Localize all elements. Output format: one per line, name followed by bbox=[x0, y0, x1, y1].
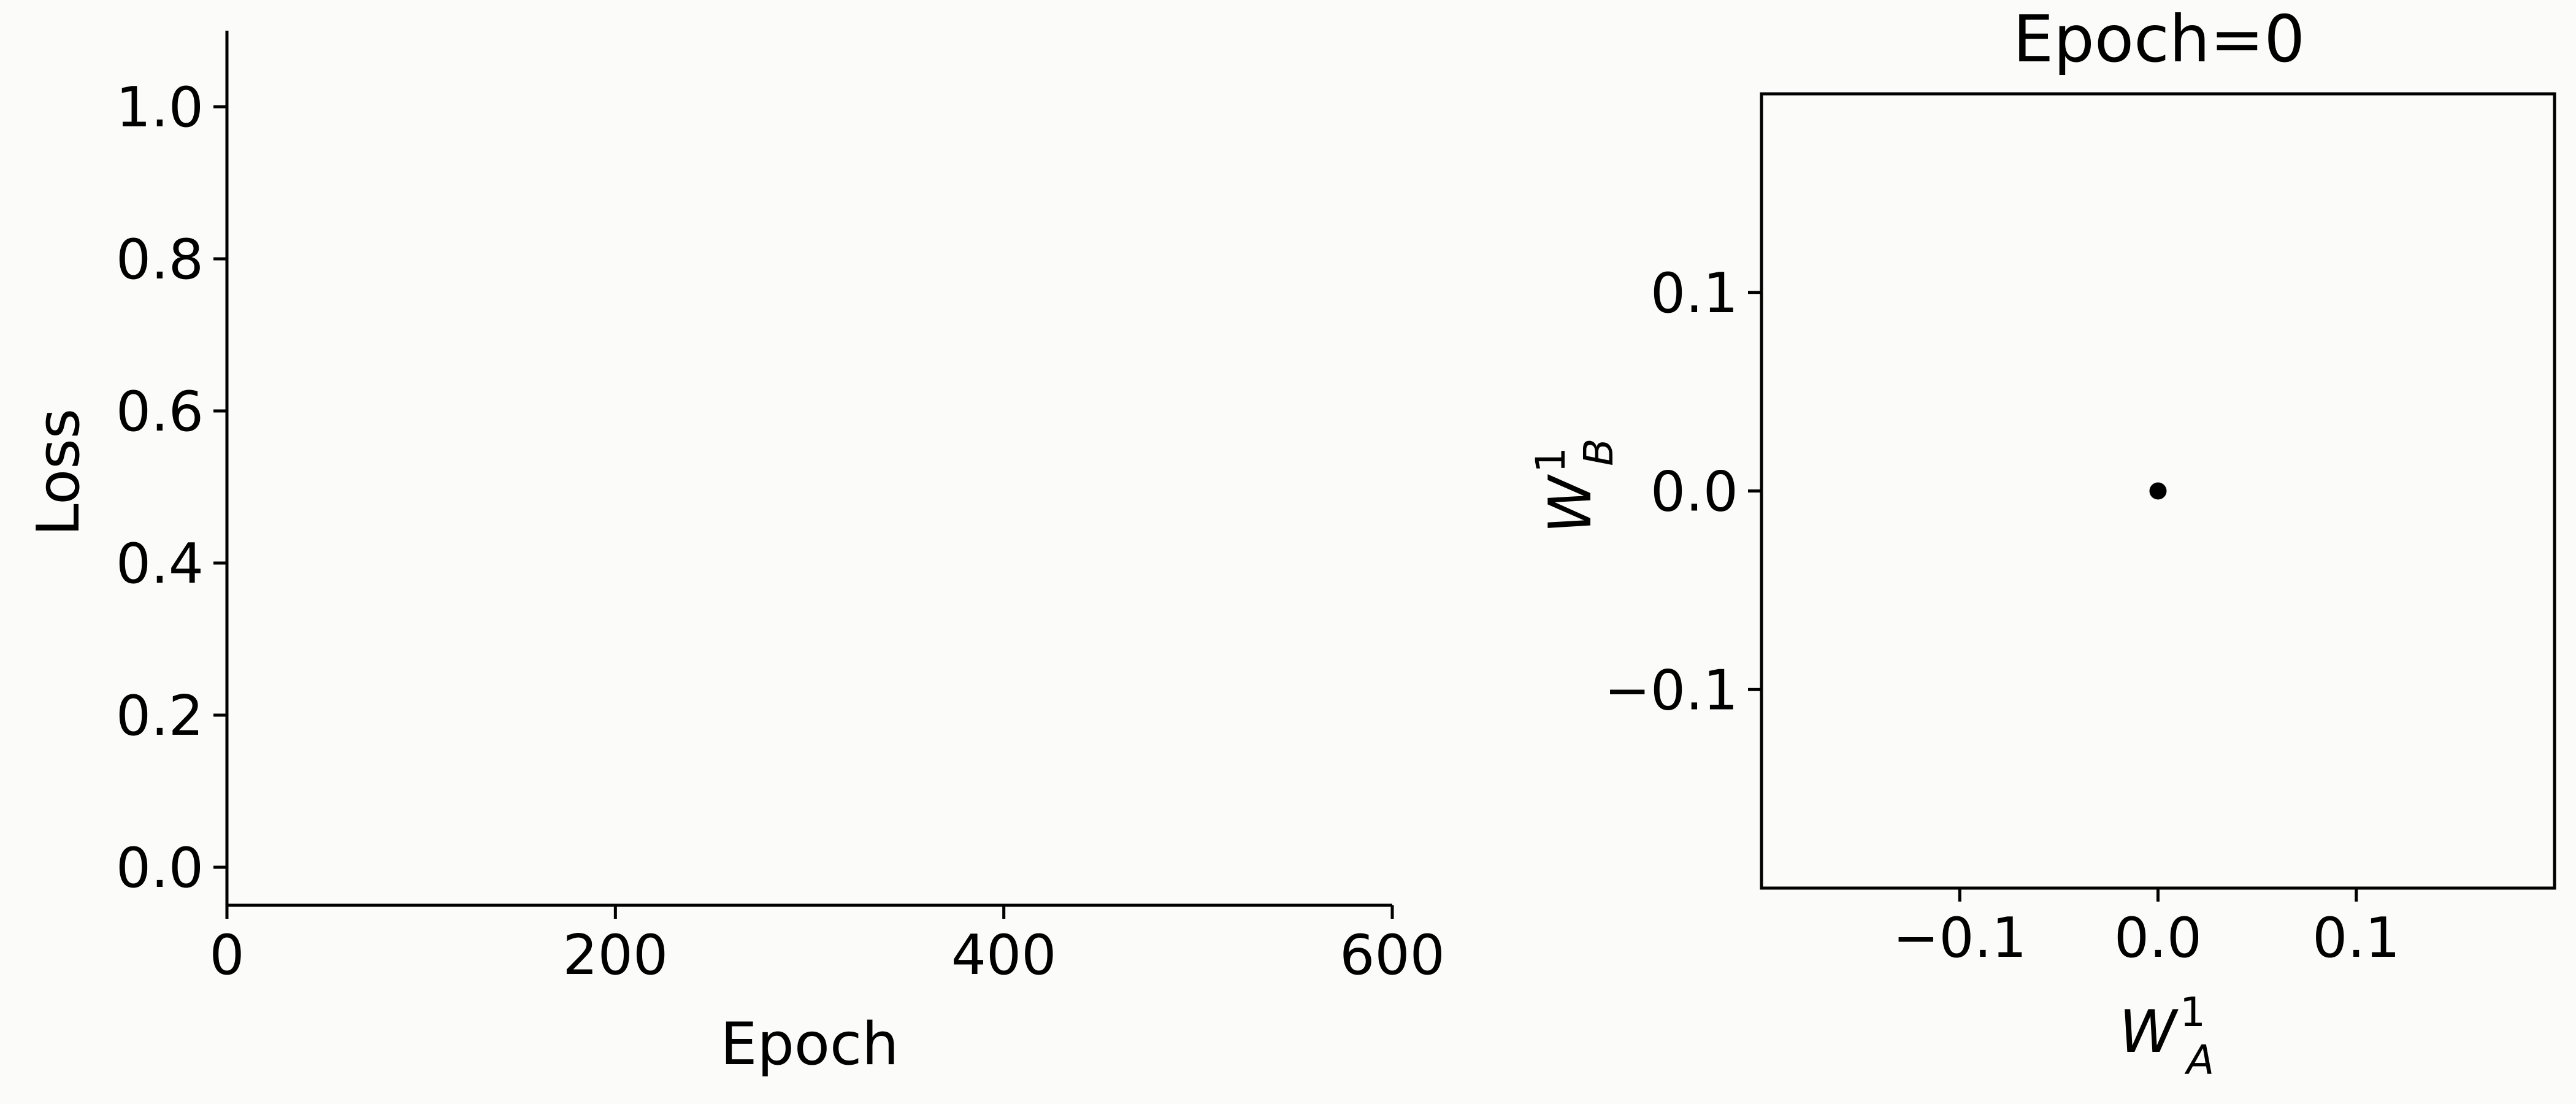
weight-y-axis-label-group: W 1 B bbox=[1527, 439, 1622, 534]
weight-y-tick-label: 0.1 bbox=[1650, 261, 1738, 326]
weight-x-label-base: W bbox=[2119, 999, 2179, 1066]
weight-points bbox=[2149, 482, 2167, 500]
weight-x-ticks: −0.1 0.0 0.1 bbox=[1893, 888, 2400, 970]
loss-x-tick-label: 600 bbox=[1340, 923, 1445, 987]
loss-x-tick-label: 400 bbox=[951, 923, 1057, 987]
weight-y-axis-label: W 1 B bbox=[1527, 439, 1622, 534]
weight-chart-title: Epoch=0 bbox=[2013, 2, 2305, 77]
loss-y-tick-label: 0.8 bbox=[116, 228, 204, 292]
weight-x-tick-label: −0.1 bbox=[1893, 906, 2027, 970]
weight-y-label-sub: B bbox=[1575, 439, 1622, 466]
loss-x-ticks: 0 200 400 600 bbox=[209, 905, 1445, 987]
loss-y-axis-label: Loss bbox=[25, 408, 93, 536]
loss-x-tick-label: 0 bbox=[209, 923, 244, 987]
loss-y-tick-label: 0.0 bbox=[116, 836, 204, 900]
weight-y-label-base: W bbox=[1537, 474, 1604, 534]
weight-point bbox=[2149, 482, 2167, 500]
weight-space-chart: Epoch=0 −0.1 0.0 0.1 −0.1 0.0 0.1 W 1 A W 1 … bbox=[1527, 2, 2556, 1084]
weight-y-label-sup: 1 bbox=[1527, 447, 1574, 473]
weight-y-ticks: −0.1 0.0 0.1 bbox=[1604, 261, 1761, 723]
weight-x-tick-label: 0.0 bbox=[2114, 906, 2202, 970]
weight-x-label-sub: A bbox=[2184, 1037, 2214, 1084]
loss-x-axis-label: Epoch bbox=[721, 1011, 899, 1078]
weight-x-tick-label: 0.1 bbox=[2312, 906, 2400, 970]
weight-y-tick-label: −0.1 bbox=[1604, 658, 1738, 723]
loss-y-tick-label: 1.0 bbox=[116, 75, 204, 140]
weight-y-tick-label: 0.0 bbox=[1650, 460, 1738, 524]
weight-x-label-sup: 1 bbox=[2180, 989, 2206, 1036]
loss-y-ticks: 0.0 0.2 0.4 0.6 0.8 1.0 bbox=[116, 75, 227, 900]
loss-y-tick-label: 0.6 bbox=[116, 380, 204, 444]
loss-y-tick-label: 0.2 bbox=[116, 684, 204, 748]
loss-y-tick-label: 0.4 bbox=[116, 532, 204, 596]
loss-chart: 0 200 400 600 0.0 0.2 0.4 0.6 0.8 1.0 Epoch Loss bbox=[25, 31, 1445, 1078]
weight-x-axis-label: W 1 A bbox=[2119, 989, 2214, 1084]
loss-x-tick-label: 200 bbox=[562, 923, 668, 987]
